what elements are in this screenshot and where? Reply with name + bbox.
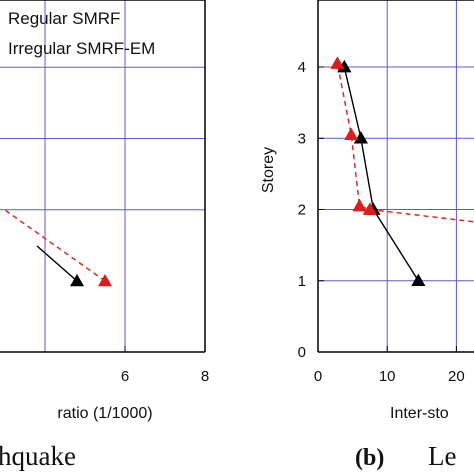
data-point-marker [411,273,426,286]
data-point-marker [362,202,377,215]
x-tick-label: 0 [314,368,322,385]
series-line [36,245,78,282]
series-line [336,63,474,223]
data-point-marker [344,127,359,140]
legend-entry-regular: Regular SMRF [8,9,120,28]
right-chart-panel: 0 10 20 0 1 2 3 4 Inter-sto Storey (b) Le [260,0,474,471]
y-tick-label: 1 [298,273,306,290]
x-tick-label: 10 [379,368,396,385]
caption: hquake [0,441,76,471]
x-tick-label: 20 [448,368,465,385]
legend: Regular SMRF Irregular SMRF-EM [8,9,155,58]
y-tick-label: 0 [298,344,306,361]
series-line [343,66,419,282]
data-point-marker [337,60,352,73]
left-chart-panel: 6 8 ratio (1/1000) hquake Regular SMRF Irregu… [0,0,209,471]
caption: Le [428,441,456,471]
x-tick-label: 6 [121,368,129,385]
series-line [4,209,106,282]
x-axis-label: Inter-sto [390,405,449,422]
data-point-marker [352,198,367,212]
data-point-marker [353,131,368,144]
x-tick-label: 8 [201,368,209,385]
legend-entry-irregular: Irregular SMRF-EM [8,39,155,58]
y-axis-label: Storey [260,147,277,193]
data-point-marker [70,274,84,287]
caption-prefix: (b) [355,445,384,471]
data-point-marker [98,274,112,287]
y-tick-label: 4 [298,59,306,76]
y-tick-label: 2 [298,202,306,219]
y-tick-label: 3 [298,130,306,147]
data-point-marker [330,56,345,69]
x-axis-label: ratio (1/1000) [57,405,152,422]
